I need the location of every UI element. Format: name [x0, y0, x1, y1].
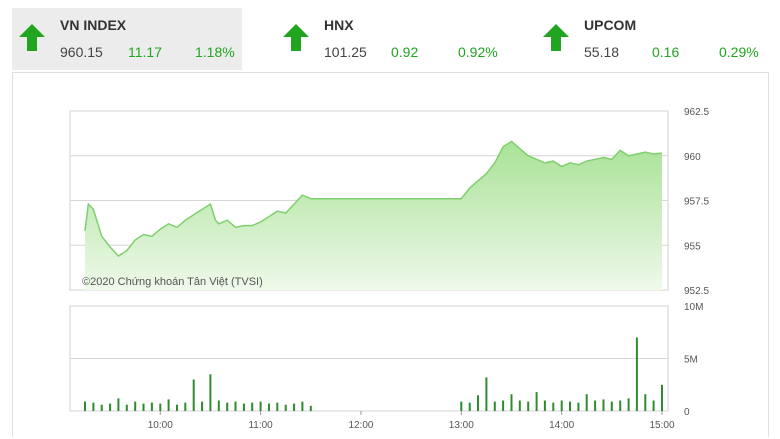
index-change: 0.16	[652, 44, 680, 60]
volume-bar	[652, 400, 655, 411]
volume-bar	[552, 402, 555, 411]
volume-bar	[159, 403, 162, 411]
time-tick-label: 13:00	[449, 420, 474, 431]
volume-bar	[560, 400, 563, 411]
volume-bar	[242, 403, 245, 411]
volume-bar	[627, 398, 630, 411]
up-arrow-icon	[19, 24, 45, 51]
price-tick-label: 957.5	[684, 197, 709, 208]
volume-bar	[284, 404, 287, 411]
up-arrow-icon	[283, 24, 309, 51]
volume-bar	[142, 403, 145, 411]
index-name: HNX	[324, 17, 354, 33]
index-percent: 0.29%	[719, 44, 759, 60]
index-value: 960.15	[60, 44, 103, 60]
volume-bar	[535, 392, 538, 411]
volume-tick-label: 10M	[684, 302, 703, 313]
volume-bar	[109, 403, 112, 411]
up-arrow-icon	[543, 24, 569, 51]
volume-bar	[585, 394, 588, 411]
volume-bar	[569, 401, 571, 411]
volume-tick-label: 0	[684, 407, 690, 418]
price-tick-label: 955	[684, 241, 701, 252]
volume-bar	[84, 401, 86, 411]
volume-bar	[167, 399, 170, 411]
volume-bar	[635, 337, 638, 411]
volume-bar	[610, 401, 613, 411]
volume-bar	[176, 404, 178, 411]
volume-bar	[661, 384, 663, 412]
volume-tick-label: 5M	[684, 355, 698, 366]
time-tick-label: 14:00	[549, 420, 574, 431]
volume-bar	[117, 398, 120, 411]
volume-bar	[226, 402, 229, 411]
volume-bar	[468, 402, 471, 411]
volume-bar	[184, 402, 187, 411]
volume-bar	[510, 394, 513, 411]
watermark: ©2020 Chứng khoán Tân Việt (TVSI)	[82, 276, 263, 288]
volume-bar	[209, 374, 212, 412]
volume-bar	[577, 402, 580, 411]
volume-bar	[192, 379, 195, 411]
volume-bar	[309, 405, 312, 412]
volume-bar	[485, 377, 488, 411]
volume-bar	[92, 402, 95, 411]
time-tick-label: 12:00	[348, 420, 373, 431]
index-name: VN INDEX	[60, 17, 127, 33]
price-area	[85, 141, 662, 290]
volume-bar	[493, 401, 496, 411]
volume-bar	[602, 399, 605, 411]
volume-bar	[518, 400, 521, 411]
volume-bar	[234, 401, 237, 411]
volume-bar	[477, 395, 479, 412]
volume-bar	[502, 400, 505, 411]
volume-bar	[201, 401, 204, 411]
index-percent: 0.92%	[458, 44, 498, 60]
price-tick-label: 960	[684, 152, 701, 163]
volume-bar	[644, 394, 647, 411]
volume-bar	[125, 404, 128, 411]
volume-bar	[217, 400, 220, 411]
volume-bar	[150, 402, 153, 411]
price-tick-label: 962.5	[684, 107, 709, 118]
time-tick-label: 10:00	[148, 420, 173, 431]
volume-bar	[100, 404, 103, 411]
volume-bar	[527, 401, 530, 411]
time-tick-label: 11:00	[248, 420, 273, 431]
price-tick-label: 952.5	[684, 286, 709, 297]
index-name: UPCOM	[584, 17, 637, 33]
time-tick-label: 15:00	[649, 420, 674, 431]
volume-bar	[134, 401, 137, 411]
volume-bar	[460, 401, 463, 411]
index-value: 55.18	[584, 44, 620, 60]
index-hnx[interactable]: HNX 101.25 0.92 0.92%	[276, 8, 506, 70]
volume-bar	[619, 400, 622, 411]
volume-bar	[293, 403, 296, 411]
index-header: VN INDEX 960.15 11.17 1.18% HNX 101.25 0…	[0, 0, 780, 72]
volume-bar	[301, 401, 304, 411]
volume-bar	[251, 402, 254, 411]
chart-frame	[12, 72, 769, 437]
volume-bar	[594, 400, 597, 411]
index-change: 0.92	[391, 44, 419, 60]
price-line	[84, 140, 663, 257]
volume-bar	[268, 403, 270, 411]
index-change: 11.17	[128, 44, 162, 60]
volume-bar	[259, 401, 262, 411]
index-vnindex[interactable]: VN INDEX 960.15 11.17 1.18%	[12, 8, 242, 70]
index-value: 101.25	[324, 44, 367, 60]
index-percent: 1.18%	[195, 44, 235, 60]
index-upcom[interactable]: UPCOM 55.18 0.16 0.29%	[536, 8, 776, 70]
volume-bar	[543, 400, 546, 411]
volume-bar	[276, 402, 279, 411]
